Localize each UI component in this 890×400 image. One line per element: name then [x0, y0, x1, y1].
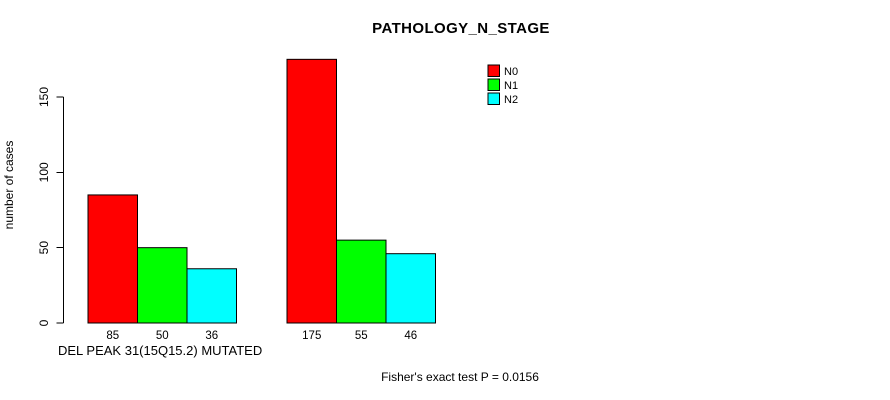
bar-value-label: 85 — [106, 330, 119, 342]
x-axis-label: DEL PEAK 31(15Q15.2) MUTATED — [58, 343, 262, 358]
legend-label-N1: N1 — [504, 80, 518, 92]
legend-swatch-N0 — [487, 64, 500, 77]
y-tick-label: 150 — [37, 87, 51, 107]
bar-value-label: 55 — [355, 330, 368, 342]
legend: N0 N1 N2 — [487, 64, 518, 106]
bar-N2-group1 — [186, 268, 237, 324]
y-tick-label: 100 — [37, 162, 51, 182]
legend-swatch-N1 — [487, 78, 500, 91]
bar-N2-group2 — [385, 253, 436, 324]
bar-value-label: 50 — [156, 330, 169, 342]
bar-N0-group1 — [87, 194, 138, 324]
y-tick-label: 50 — [37, 241, 51, 255]
plot-area: 0 50 100 150 85 175 50 55 36 46 — [37, 58, 436, 342]
legend-label-N2: N2 — [504, 94, 518, 106]
bar-N0-group2 — [286, 58, 337, 324]
bar-value-label: 36 — [205, 330, 218, 342]
bar-N1-group2 — [336, 239, 387, 324]
legend-label-N0: N0 — [504, 66, 518, 78]
bar-value-label: 175 — [302, 330, 321, 342]
stat-annotation: Fisher's exact test P = 0.0156 — [381, 370, 539, 384]
y-tick-label: 0 — [37, 319, 51, 326]
y-axis-label: number of cases — [2, 141, 16, 230]
legend-swatch-N2 — [487, 92, 500, 105]
bar-N1-group1 — [137, 247, 188, 324]
bar-value-label: 46 — [404, 330, 417, 342]
chart-title: PATHOLOGY_N_STAGE — [372, 20, 550, 37]
